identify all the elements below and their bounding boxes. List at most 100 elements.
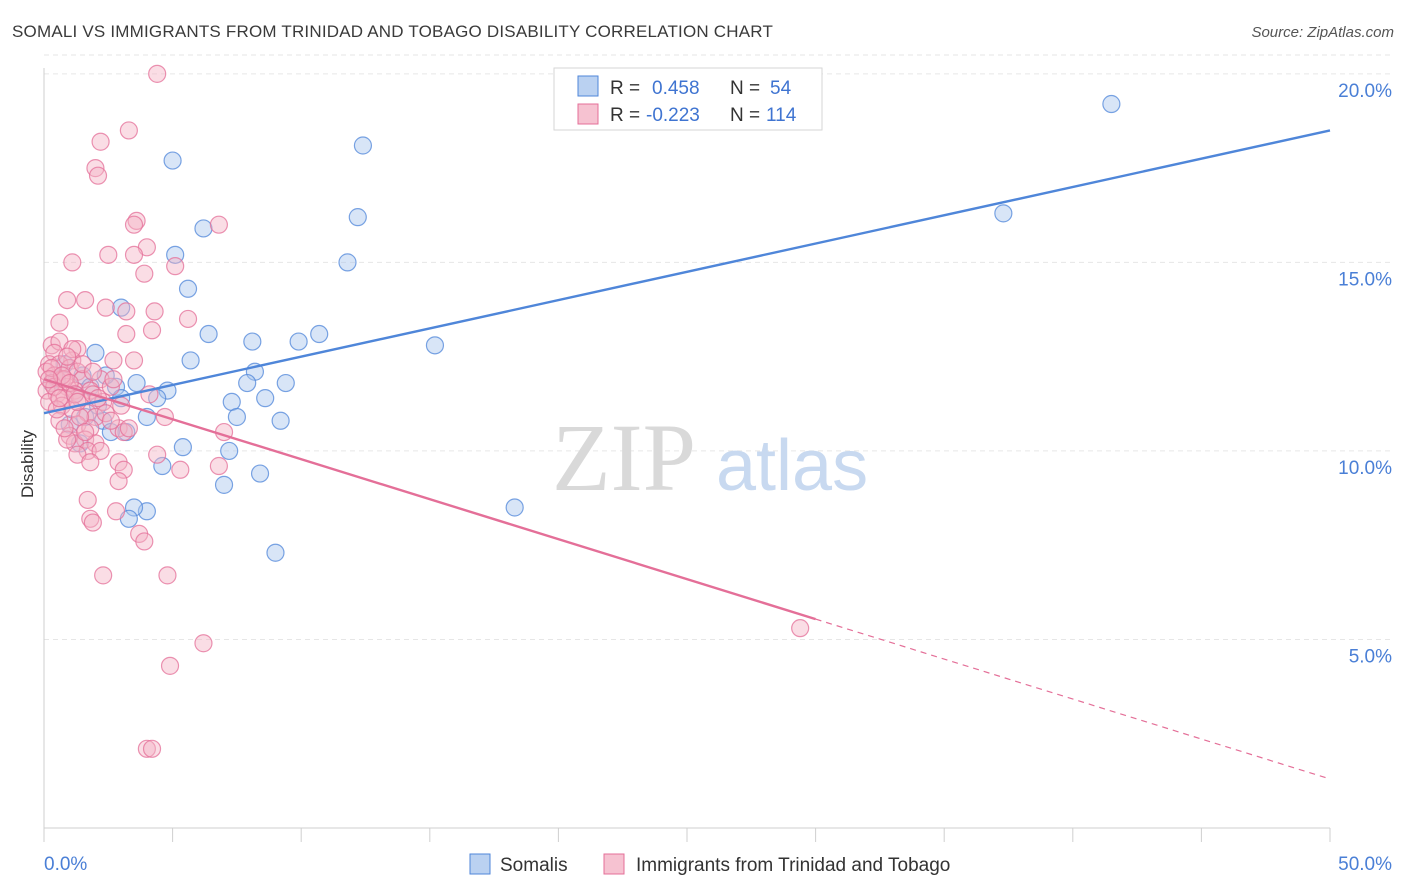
point-somalis <box>127 373 146 393</box>
legend-n-value-trinidad: 114 <box>766 105 797 126</box>
point-trinidad <box>96 298 115 317</box>
point-trinidad <box>209 215 228 234</box>
point-somalis <box>505 498 524 517</box>
point-trinidad <box>119 419 138 438</box>
point-somalis <box>256 389 275 408</box>
point-trinidad <box>99 245 118 264</box>
point-trinidad <box>58 430 77 449</box>
point-somalis <box>289 332 308 351</box>
point-trinidad <box>88 166 108 185</box>
point-somalis <box>994 204 1013 223</box>
point-trinidad <box>119 121 138 140</box>
point-trinidad <box>94 566 113 585</box>
point-trinidad <box>63 253 82 272</box>
trend-line-trinidad-extension <box>815 618 1331 780</box>
point-trinidad <box>78 441 97 461</box>
point-trinidad <box>148 64 167 83</box>
trend-line-somalis <box>43 129 1331 415</box>
point-trinidad <box>171 460 190 479</box>
point-trinidad <box>91 132 110 151</box>
point-trinidad <box>166 257 185 276</box>
point-trinidad <box>124 245 144 264</box>
point-somalis <box>1102 94 1121 114</box>
legend-bottom-label-trinidad: Immigrants from Trinidad and Tobago <box>636 855 950 876</box>
point-trinidad <box>104 370 123 389</box>
point-trinidad <box>76 422 95 442</box>
y-tick-labels: 5.0% 10.0% 15.0% 20.0% <box>1338 81 1392 668</box>
legend-n-label-trinidad: N = <box>730 105 760 126</box>
point-somalis <box>222 392 241 412</box>
point-somalis <box>220 441 239 461</box>
legend-bottom-label-somalis: Somalis <box>500 855 568 876</box>
y-tick-label: 5.0% <box>1349 646 1392 667</box>
legend-n-value-somalis: 54 <box>770 78 792 99</box>
point-somalis <box>338 253 357 272</box>
point-trinidad <box>158 566 177 585</box>
point-trinidad <box>142 739 162 758</box>
legend-n-label-somalis: N = <box>730 78 760 99</box>
point-trinidad <box>135 532 154 551</box>
x-tick-label: 50.0% <box>1338 854 1392 875</box>
point-trinidad <box>42 358 61 378</box>
point-trinidad <box>60 373 79 393</box>
point-trinidad <box>106 502 126 521</box>
legend-bottom-swatch-somalis <box>469 853 491 875</box>
point-somalis <box>181 351 200 370</box>
legend-r-label-somalis: R = <box>610 78 640 99</box>
point-trinidad <box>83 362 102 381</box>
point-trinidad <box>124 215 144 234</box>
point-trinidad <box>76 430 95 449</box>
x-tick-label: 0.0% <box>44 854 87 875</box>
point-somalis <box>353 136 373 155</box>
point-trinidad <box>117 324 136 344</box>
chart-title: SOMALI VS IMMIGRANTS FROM TRINIDAD AND T… <box>12 22 774 41</box>
point-trinidad <box>109 471 128 491</box>
point-somalis <box>243 332 262 351</box>
point-trinidad <box>114 460 133 479</box>
point-trinidad <box>58 347 77 366</box>
point-trinidad <box>101 411 120 430</box>
point-trinidad <box>209 456 228 476</box>
watermark-atlas: atlas <box>716 426 868 506</box>
y-axis-label: Disability <box>18 429 37 498</box>
point-trinidad <box>50 389 69 408</box>
point-trinidad <box>58 290 77 310</box>
point-trinidad <box>50 313 69 332</box>
point-somalis <box>163 151 182 170</box>
trend-lines <box>43 129 1331 780</box>
legend-swatch-somalis <box>577 75 599 97</box>
point-somalis <box>348 208 367 227</box>
point-somalis <box>276 373 295 393</box>
y-tick-label: 10.0% <box>1338 458 1392 479</box>
point-trinidad <box>148 445 167 464</box>
point-somalis <box>250 464 270 483</box>
point-somalis <box>310 324 329 344</box>
point-trinidad <box>73 355 92 374</box>
point-trinidad <box>137 739 156 758</box>
point-trinidad <box>135 264 154 283</box>
point-trinidad <box>117 302 136 321</box>
point-trinidad <box>86 407 105 427</box>
legend-top-box <box>553 67 823 131</box>
point-trinidad <box>142 321 162 340</box>
point-somalis <box>173 438 192 457</box>
point-somalis <box>227 407 246 427</box>
point-somalis <box>214 475 234 494</box>
point-trinidad <box>145 302 164 321</box>
point-trinidad <box>40 370 59 389</box>
legend-r-label-trinidad: R = <box>610 105 640 126</box>
point-trinidad <box>70 407 90 427</box>
legend-swatch-trinidad <box>577 103 599 125</box>
point-trinidad <box>78 490 97 510</box>
point-somalis <box>425 336 445 355</box>
point-trinidad <box>124 351 144 370</box>
point-somalis <box>199 324 218 344</box>
point-trinidad <box>104 351 123 370</box>
legend-bottom: Somalis Immigrants from Trinidad and Tob… <box>469 853 950 876</box>
axes <box>43 68 1331 842</box>
watermark: ZIP atlas <box>552 404 868 511</box>
point-somalis <box>271 411 290 430</box>
y-tick-label: 20.0% <box>1338 81 1392 102</box>
trend-line-trinidad <box>43 378 816 621</box>
